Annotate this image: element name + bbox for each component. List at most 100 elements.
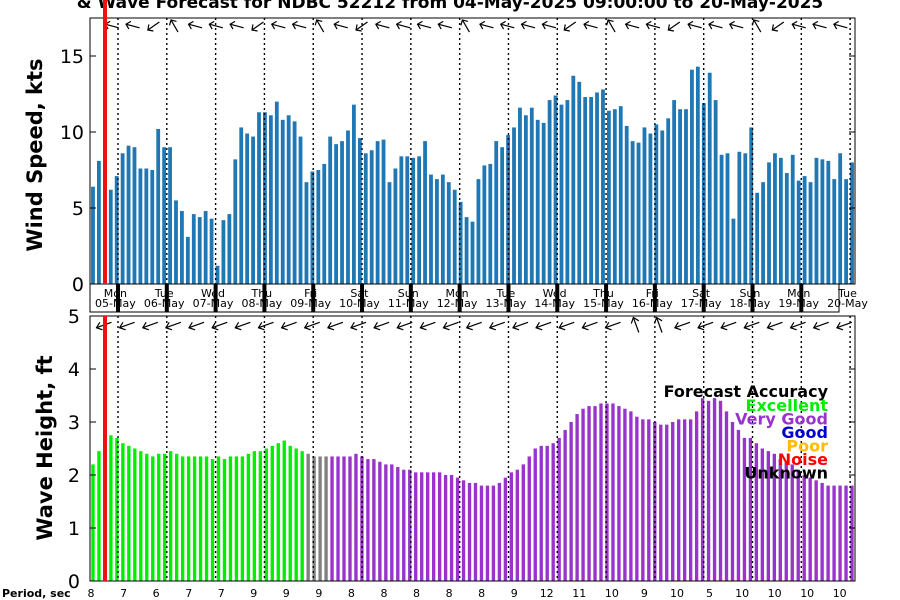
wind-bar bbox=[636, 142, 641, 284]
chart-title: & Wave Forecast for NDBC 52212 from 04-M… bbox=[77, 0, 824, 13]
wind-bar bbox=[470, 221, 475, 284]
wind-bar bbox=[215, 265, 220, 284]
period-value: 10 bbox=[735, 587, 749, 600]
wind-y-tick-label: 15 bbox=[60, 46, 84, 68]
wind-bar bbox=[340, 141, 344, 284]
wind-bar bbox=[381, 139, 386, 284]
wave-bar bbox=[420, 472, 424, 581]
wind-bar bbox=[304, 182, 309, 284]
wind-bar bbox=[168, 147, 172, 284]
wind-bar bbox=[268, 115, 273, 284]
wind-bar bbox=[138, 168, 143, 284]
day-separator bbox=[164, 284, 169, 312]
date-label: 10-May bbox=[339, 297, 380, 310]
period-value: 8 bbox=[88, 587, 95, 600]
wave-bar bbox=[593, 406, 597, 581]
wind-bar bbox=[399, 156, 404, 284]
wind-bar bbox=[429, 174, 433, 284]
wave-bar bbox=[121, 443, 125, 581]
wind-bars bbox=[91, 66, 854, 285]
legend-item: Poor bbox=[786, 437, 828, 456]
wave-arrow bbox=[720, 321, 737, 331]
day-label-strip: Mon05-MayTue06-MayWed07-MayThu08-MayFri0… bbox=[89, 283, 868, 313]
wave-arrow bbox=[350, 321, 367, 331]
wave-bar bbox=[682, 419, 687, 581]
wind-bar bbox=[126, 145, 131, 284]
wave-bar bbox=[240, 456, 245, 581]
wave-arrow bbox=[789, 321, 806, 331]
wind-bar bbox=[464, 217, 469, 284]
wave-bar bbox=[832, 485, 836, 581]
wave-bar bbox=[802, 475, 806, 581]
wind-arrow bbox=[751, 19, 762, 33]
period-values: 8 7 6 7 7 9 9 9 8 8 8 8 8 9 12 11 10 9 10 5 10 10 10 10 bbox=[88, 587, 847, 600]
wave-bar bbox=[372, 459, 376, 581]
wave-arrow bbox=[743, 321, 760, 331]
wave-bar bbox=[461, 480, 466, 581]
wave-bar bbox=[772, 453, 776, 581]
wind-bar bbox=[618, 106, 623, 284]
day-of-week-label: Wed bbox=[543, 287, 567, 300]
wave-arrow bbox=[141, 321, 159, 331]
wind-bar bbox=[132, 147, 137, 284]
wave-bar bbox=[533, 448, 537, 581]
wave-arrow bbox=[188, 321, 205, 331]
wind-bar bbox=[209, 218, 214, 284]
day-of-week-label: Mon bbox=[104, 287, 127, 300]
wind-bar bbox=[257, 112, 261, 285]
wind-bar bbox=[156, 128, 161, 284]
wave-bar bbox=[635, 416, 639, 581]
wind-arrow bbox=[314, 19, 325, 33]
wave-bar bbox=[145, 453, 149, 581]
wave-y-tick-label: 3 bbox=[68, 412, 80, 434]
wind-bar bbox=[251, 136, 255, 284]
wave-bar bbox=[276, 443, 280, 581]
now-line-bottom bbox=[103, 316, 107, 581]
wave-bar bbox=[700, 398, 705, 581]
wave-bar bbox=[808, 477, 812, 581]
wave-arrow bbox=[118, 321, 135, 331]
wind-bar bbox=[595, 92, 599, 284]
wind-bar bbox=[120, 153, 125, 284]
wave-bar bbox=[174, 453, 179, 581]
wind-bar bbox=[440, 174, 445, 284]
wind-arrow bbox=[251, 21, 264, 32]
wind-arrow bbox=[270, 20, 286, 30]
wind-bar bbox=[298, 136, 303, 284]
wave-bar bbox=[91, 464, 95, 581]
wind-bar bbox=[743, 153, 748, 284]
wave-bar bbox=[97, 451, 101, 581]
wind-arrow bbox=[833, 20, 848, 30]
day-separator bbox=[506, 284, 511, 312]
wind-bar bbox=[108, 189, 113, 284]
day-of-week-label: Mon bbox=[445, 287, 468, 300]
wave-bar bbox=[270, 445, 274, 581]
wave-bar bbox=[252, 451, 257, 581]
wind-bar bbox=[203, 211, 208, 284]
wave-arrow bbox=[766, 321, 783, 331]
wind-arrow bbox=[499, 20, 515, 30]
wave-bar bbox=[186, 456, 191, 581]
wave-bar bbox=[545, 445, 549, 581]
wave-bar bbox=[449, 475, 454, 581]
wave-bar bbox=[611, 403, 615, 581]
wave-arrow bbox=[630, 316, 640, 333]
wave-bar bbox=[736, 429, 741, 581]
wave-bar bbox=[443, 475, 448, 581]
wind-bar bbox=[820, 159, 825, 284]
wave-plot-frame bbox=[89, 315, 856, 582]
wave-arrow bbox=[396, 321, 413, 331]
wave-bar bbox=[629, 411, 633, 581]
wave-bar bbox=[437, 472, 442, 581]
wave-bar bbox=[431, 472, 436, 581]
wave-bar bbox=[748, 437, 753, 581]
wave-bar bbox=[569, 422, 573, 581]
day-of-week-label: Sun bbox=[739, 287, 760, 300]
wind-bar bbox=[707, 72, 712, 284]
wave-arrow bbox=[257, 321, 274, 331]
day-separator bbox=[408, 284, 413, 312]
day-of-week-label: Tue bbox=[154, 287, 174, 300]
wave-bar bbox=[790, 464, 794, 581]
day-separator bbox=[457, 284, 462, 312]
